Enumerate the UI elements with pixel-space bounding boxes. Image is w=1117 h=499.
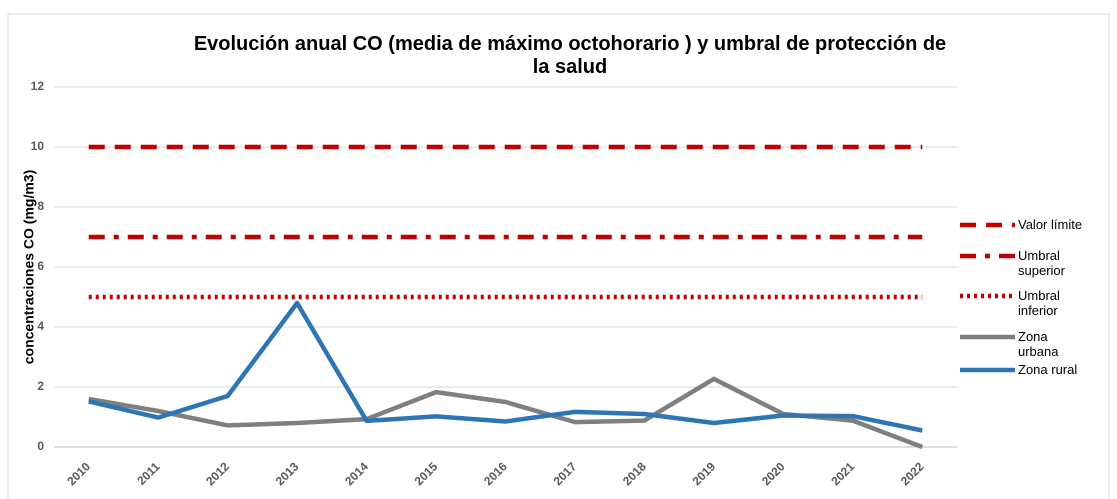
legend-label: Zona urbana [1018,329,1059,359]
y-axis-label: concentraciones CO (mg/m3) [21,170,37,365]
legend-label: Zona rural [1018,362,1078,377]
chart-title: Evolución anual CO (media de máximo octo… [193,33,947,78]
data-line [88,300,923,433]
y-tick-label: 2 [37,379,44,393]
y-tick-label: 8 [37,199,44,213]
y-tick-label: 6 [37,259,44,273]
y-tick-label: 4 [37,319,44,333]
legend-label: Umbral inferior [1018,288,1060,318]
y-tick-label: 10 [31,139,45,153]
y-tick-label: 0 [37,439,44,453]
legend-label: Umbral superior [1018,248,1065,278]
legend-label: Valor límite [1018,217,1083,232]
y-tick-label: 12 [31,79,45,93]
